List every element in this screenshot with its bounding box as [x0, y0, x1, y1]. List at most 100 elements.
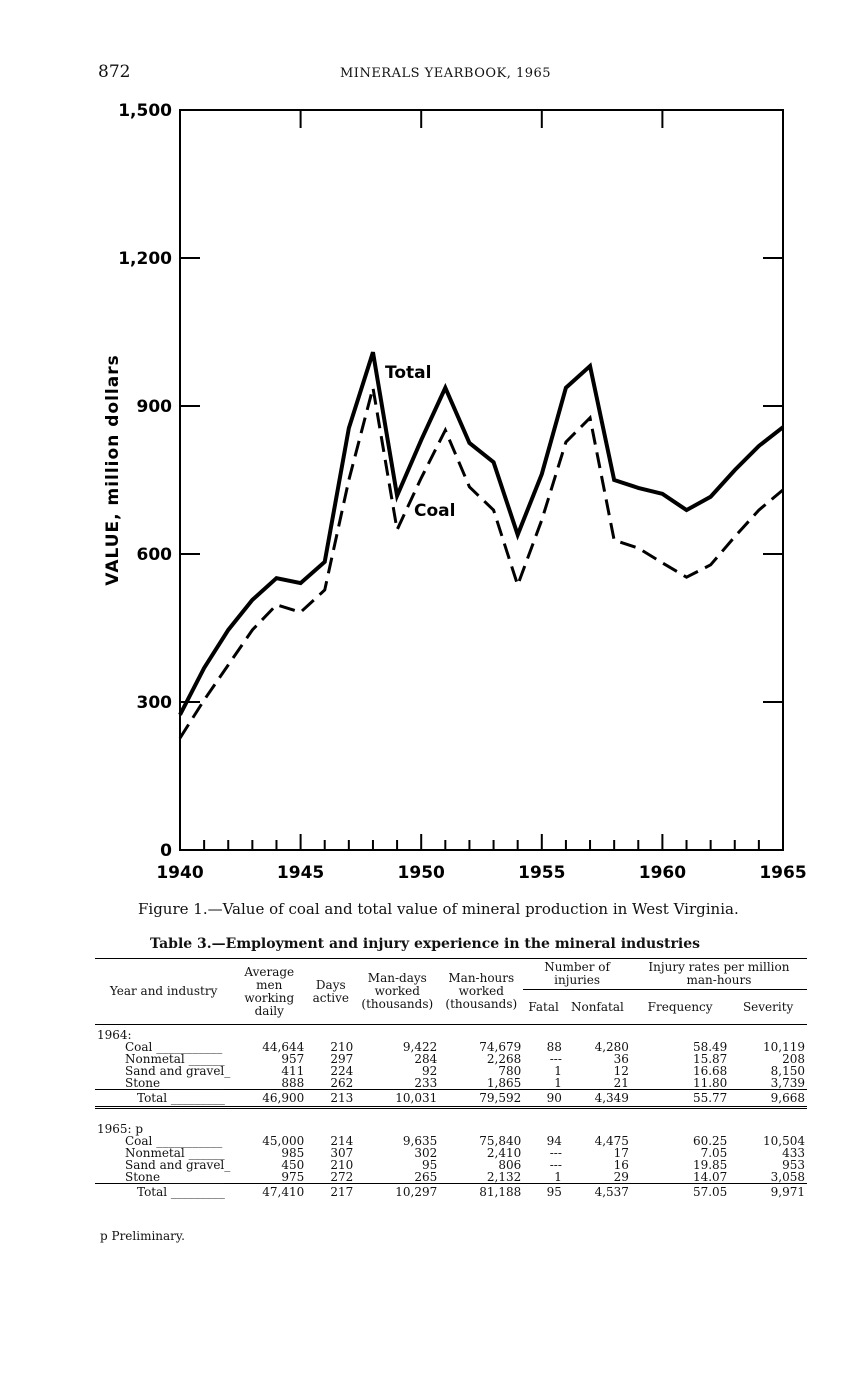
col-man-hours: Man-hours worked (thousands): [445, 971, 518, 1011]
series-label-total: Total: [385, 363, 431, 383]
group-label-row: 1964:: [95, 1025, 807, 1042]
table-cell: 95: [422, 1158, 438, 1172]
table-cell: 7.05: [700, 1146, 728, 1160]
table-cell: 45,000: [262, 1134, 305, 1148]
table-cell: 9,422: [402, 1040, 438, 1054]
table-title: Table 3.—Employment and injury experienc…: [150, 936, 700, 952]
table-cell: 81,188: [439, 1183, 524, 1200]
table-row: Nonmetal ______ 957 297 284 2,268 --- 36 15.87 2…: [95, 1053, 807, 1065]
table-cell: 79,592: [439, 1089, 524, 1108]
table-row: Nonmetal ______ 985 307 302 2,410 --- 17 7.05 43…: [95, 1147, 807, 1159]
table-cell: 10,119: [763, 1040, 805, 1054]
x-tick-label: 1950: [398, 863, 445, 883]
table-cell: 208: [782, 1052, 805, 1066]
table-cell: 19.85: [692, 1158, 728, 1172]
table-cell: 44,644: [262, 1040, 305, 1054]
table-cell: Total _________: [95, 1183, 233, 1200]
table-cell: 9,635: [402, 1134, 438, 1148]
table-cell: 450: [281, 1158, 305, 1172]
table-cell: 1,865: [486, 1076, 522, 1090]
table-cell: 17: [613, 1146, 629, 1160]
table-cell: Total _________: [95, 1089, 233, 1108]
table-cell: Coal ___________: [125, 1134, 223, 1148]
col-year-industry: Year and industry: [109, 984, 218, 998]
table-cell: 47,410: [232, 1183, 307, 1200]
y-tick-label: 300: [137, 693, 173, 713]
group-label: 1965: p: [97, 1122, 144, 1136]
table-cell: 8,150: [770, 1064, 805, 1078]
table-cell: Sand and gravel_: [125, 1158, 231, 1172]
table-cell: 16.68: [692, 1064, 728, 1078]
table-cell: 74,679: [479, 1040, 522, 1054]
table-cell: 2,132: [486, 1170, 522, 1184]
table-cell: Stone __________: [125, 1170, 224, 1184]
table-cell: 1: [554, 1064, 562, 1078]
table-cell: 11.80: [692, 1076, 728, 1090]
table-cell: ---: [549, 1158, 562, 1172]
table-cell: 985: [281, 1146, 305, 1160]
figure-caption: Figure 1.—Value of coal and total value …: [138, 900, 739, 918]
table-cell: 95: [523, 1183, 564, 1200]
col-nonfatal: Nonfatal: [570, 999, 624, 1014]
table-cell: 272: [330, 1170, 354, 1184]
total-row: Total _________ 47,410 217 10,297 81,188 95 4,…: [95, 1183, 807, 1200]
table-cell: 217: [306, 1183, 356, 1200]
table-cell: 14.07: [692, 1170, 728, 1184]
col-man-days: Man-days worked (thousands): [361, 971, 434, 1011]
table-cell: 411: [281, 1064, 305, 1078]
col-avg-men: Average men working daily: [244, 964, 295, 1018]
table-cell: 433: [782, 1146, 805, 1160]
table-cell: 214: [330, 1134, 354, 1148]
table-cell: ---: [549, 1146, 562, 1160]
table-cell: Coal ___________: [125, 1040, 223, 1054]
table-cell: 3,058: [770, 1170, 805, 1184]
series-line-total: [178, 351, 785, 716]
total-row: Total _________ 46,900 213 10,031 79,592 90 4,…: [95, 1089, 807, 1108]
table-cell: 953: [782, 1158, 805, 1172]
table-cell: 55.77: [630, 1089, 730, 1108]
col-rates: Injury rates per million man-hours: [630, 958, 807, 990]
table-cell: Sand and gravel_: [125, 1064, 231, 1078]
table-cell: 90: [523, 1089, 564, 1108]
employment-table: Year and industry Average men working da…: [95, 958, 807, 1200]
table-cell: 262: [330, 1076, 354, 1090]
table-cell: 213: [306, 1089, 356, 1108]
table-cell: 9,971: [729, 1183, 807, 1200]
table-cell: 3,739: [770, 1076, 805, 1090]
table-cell: Nonmetal ______: [125, 1146, 225, 1160]
table-cell: 58.49: [692, 1040, 728, 1054]
table-cell: 12: [613, 1064, 629, 1078]
table-cell: 4,475: [594, 1134, 629, 1148]
table-cell: 10,504: [763, 1134, 805, 1148]
table-cell: 4,349: [563, 1089, 631, 1108]
y-tick-label: 0: [160, 841, 172, 861]
col-frequency: Frequency: [647, 999, 713, 1014]
col-fatal: Fatal: [528, 999, 559, 1014]
table-cell: 233: [414, 1076, 438, 1090]
x-tick-label: 1965: [759, 863, 806, 883]
table-cell: 92: [422, 1064, 438, 1078]
table-cell: 46,900: [232, 1089, 307, 1108]
x-tick-label: 1940: [156, 863, 203, 883]
footnote: p Preliminary.: [100, 1229, 185, 1243]
table-cell: 210: [330, 1158, 354, 1172]
table-row: Coal ___________ 45,000 214 9,635 75,840 94 4,…: [95, 1135, 807, 1147]
table-cell: 957: [281, 1052, 305, 1066]
table-cell: 265: [414, 1170, 438, 1184]
table-cell: 9,668: [729, 1089, 807, 1108]
col-severity: Severity: [742, 999, 794, 1014]
col-days: Days active: [312, 977, 349, 1005]
table-cell: 57.05: [630, 1183, 730, 1200]
running-title: MINERALS YEARBOOK, 1965: [340, 66, 552, 81]
table-row: Sand and gravel_ 450 210 95 806 --- 16 19.85 953: [95, 1159, 807, 1171]
table-cell: 21: [613, 1076, 629, 1090]
plot-frame: [179, 109, 784, 851]
group-label-row: 1965: p: [95, 1107, 807, 1136]
table-cell: 284: [414, 1052, 438, 1066]
table-cell: 302: [414, 1146, 438, 1160]
table-cell: 780: [498, 1064, 522, 1078]
table-row: Stone __________ 975 272 265 2,132 1 29 14.07 3,…: [95, 1171, 807, 1184]
series-line-coal: [178, 387, 784, 739]
y-tick-label: 1,200: [118, 249, 172, 269]
